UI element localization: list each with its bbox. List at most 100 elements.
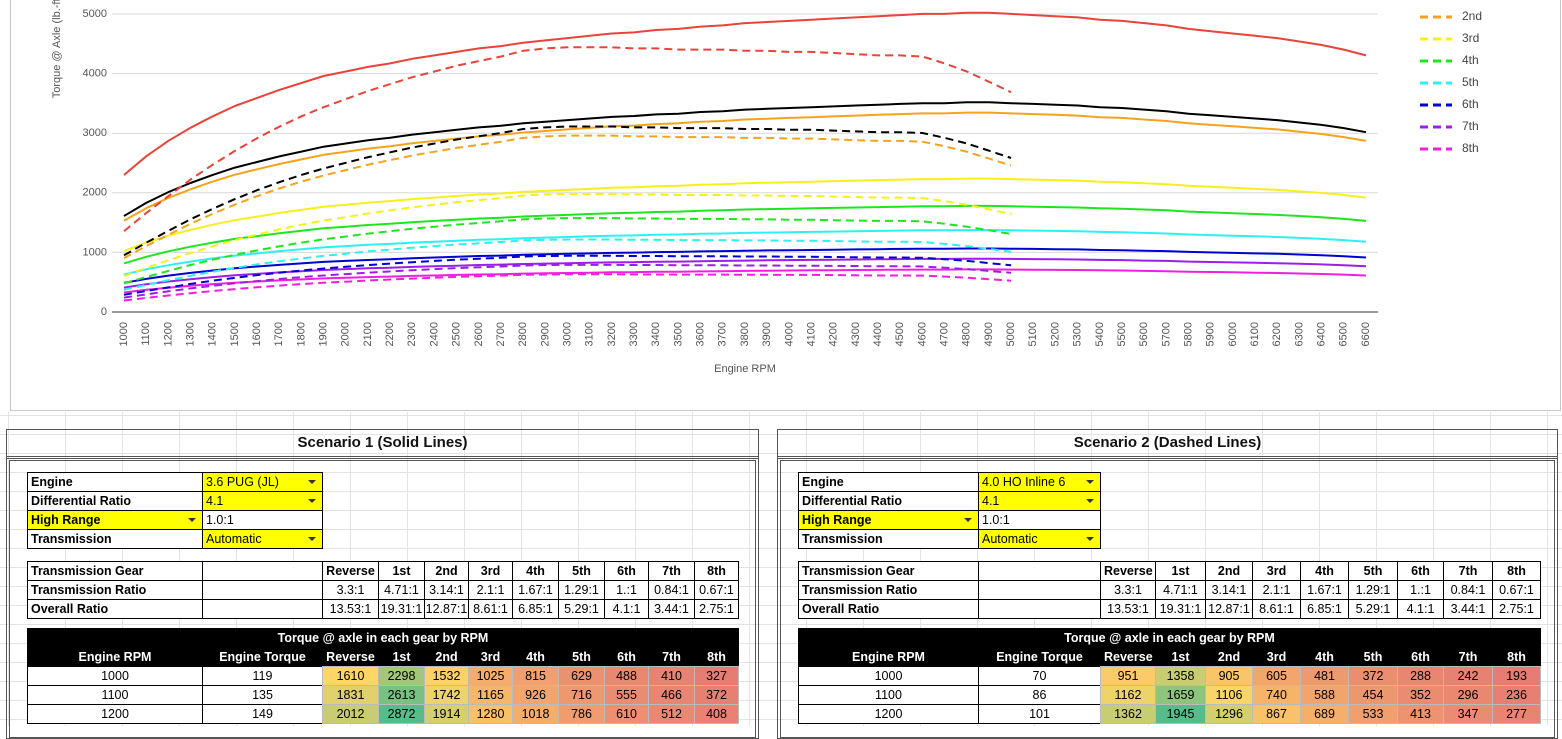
x-tick-label: 5600	[1138, 322, 1150, 346]
setting-label[interactable]: High Range	[798, 510, 979, 530]
x-tick-label: 4000	[783, 322, 795, 346]
x-tick-label: 1600	[251, 322, 263, 346]
ratio-value: 0.84:1	[1443, 580, 1493, 600]
x-tick-label: 3200	[606, 322, 618, 346]
heat-cell: 296	[1443, 685, 1493, 705]
x-tick-label: 1500	[229, 322, 241, 346]
x-tick-label: 2200	[384, 322, 396, 346]
gear-name: Reverse	[1100, 561, 1156, 581]
ratio-value: 5.29:1	[1348, 599, 1398, 619]
ratio-value: 0.67:1	[694, 580, 739, 600]
gear-name: 6th	[604, 561, 649, 581]
x-tick-label: 4800	[961, 322, 973, 346]
x-tick-label: 3300	[628, 322, 640, 346]
gear-name: 1st	[378, 561, 425, 581]
setting-label: Engine	[798, 472, 979, 492]
setting-value[interactable]: Automatic	[202, 529, 323, 549]
x-tick-label: 5800	[1182, 322, 1194, 346]
series-line	[123, 111, 1367, 222]
x-tick-label: 2400	[428, 322, 440, 346]
x-tick-label: 5900	[1205, 322, 1217, 346]
series-line	[123, 238, 1012, 291]
dropdown-arrow[interactable]	[308, 480, 316, 484]
setting-value[interactable]: 4.0 HO Inline 6	[978, 472, 1101, 492]
x-tick-label: 4300	[850, 322, 862, 346]
series-line	[123, 204, 1367, 265]
heat-cell: 408	[694, 704, 739, 724]
x-tick-label: 2000	[340, 322, 352, 346]
ratio-value: 3.44:1	[1443, 599, 1493, 619]
x-tick-label: 2600	[473, 322, 485, 346]
dropdown-arrow[interactable]	[1086, 537, 1094, 541]
x-tick-label: 2100	[362, 322, 374, 346]
gear-name: 1st	[1155, 561, 1206, 581]
gear-name: Reverse	[322, 561, 379, 581]
x-tick-label: 5300	[1072, 322, 1084, 346]
heat-cell: 236	[1492, 685, 1541, 705]
ratio-value: 4.71:1	[378, 580, 425, 600]
dropdown-arrow[interactable]	[308, 537, 316, 541]
heat-cell: 454	[1348, 685, 1398, 705]
torque-header: 7th	[648, 647, 695, 667]
setting-value[interactable]: 4.1	[978, 491, 1101, 511]
heat-cell: 277	[1492, 704, 1541, 724]
gear-name: 5th	[1348, 561, 1398, 581]
heat-cell: 1165	[468, 685, 513, 705]
ratio-value: 19.31:1	[1155, 599, 1206, 619]
setting-label: Transmission	[27, 529, 203, 549]
heat-cell: 193	[1492, 666, 1541, 686]
torque-header: 7th	[1443, 647, 1493, 667]
dropdown-arrow[interactable]	[188, 518, 196, 522]
setting-label: Transmission	[798, 529, 979, 549]
blank-cell	[978, 580, 1101, 600]
legend-label: 7th	[1462, 119, 1479, 133]
setting-label[interactable]: High Range	[27, 510, 203, 530]
heat-cell: 347	[1443, 704, 1493, 724]
setting-value[interactable]: Automatic	[978, 529, 1101, 549]
torque-cell: 70	[978, 666, 1101, 686]
setting-value[interactable]: 3.6 PUG (JL)	[202, 472, 323, 492]
heat-cell: 1610	[322, 666, 379, 686]
gear-name: 2nd	[424, 561, 469, 581]
x-tick-label: 1700	[273, 322, 285, 346]
dropdown-arrow[interactable]	[308, 499, 316, 503]
dropdown-arrow[interactable]	[964, 518, 972, 522]
ratio-value: 13.53:1	[1100, 599, 1156, 619]
gear-name: 3rd	[468, 561, 513, 581]
x-tick-label: 4400	[872, 322, 884, 346]
legend-label: 2nd	[1462, 9, 1482, 23]
torque-cell: 1100	[27, 685, 203, 705]
torque-header: 8th	[1492, 647, 1541, 667]
heat-cell: 951	[1100, 666, 1156, 686]
torque-header: 1st	[1155, 647, 1206, 667]
x-tick-label: 3700	[717, 322, 729, 346]
series-line	[123, 247, 1367, 284]
gear-name: 8th	[1492, 561, 1541, 581]
heat-cell: 481	[1300, 666, 1349, 686]
x-tick-label: 3500	[672, 322, 684, 346]
torque-header: 3rd	[468, 647, 513, 667]
torque-header: 3rd	[1252, 647, 1301, 667]
dropdown-arrow[interactable]	[1086, 499, 1094, 503]
torque-header: 6th	[1397, 647, 1444, 667]
ratio-value: 19.31:1	[378, 599, 425, 619]
heat-cell: 1532	[424, 666, 469, 686]
ratio-value: 4.1:1	[604, 599, 649, 619]
ratio-value: 12.87:1	[424, 599, 469, 619]
x-tick-label: 1300	[184, 322, 196, 346]
torque-header: Reverse	[1100, 647, 1156, 667]
x-tick-label: 1900	[318, 322, 330, 346]
chart-frame	[10, 0, 1561, 411]
x-tick-label: 3600	[695, 322, 707, 346]
heat-cell: 2613	[378, 685, 425, 705]
legend-label: 4th	[1462, 53, 1479, 67]
x-tick-label: 4100	[805, 322, 817, 346]
y-tick-label: 0	[101, 306, 107, 318]
series-line	[123, 134, 1012, 259]
setting-value[interactable]: 4.1	[202, 491, 323, 511]
dropdown-arrow[interactable]	[1086, 480, 1094, 484]
ratio-value: 2.75:1	[1492, 599, 1541, 619]
y-tick-label: 4000	[83, 68, 107, 80]
torque-header: 5th	[1348, 647, 1398, 667]
heat-cell: 2872	[378, 704, 425, 724]
